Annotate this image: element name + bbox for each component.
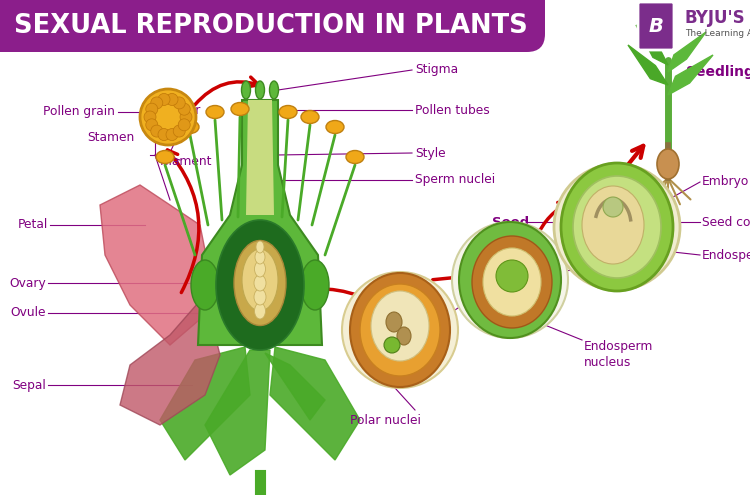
Circle shape <box>144 111 156 123</box>
Ellipse shape <box>360 284 440 376</box>
Ellipse shape <box>561 163 673 291</box>
Polygon shape <box>265 353 325 420</box>
Text: Seedling: Seedling <box>686 65 750 79</box>
Text: Embryo: Embryo <box>702 176 749 189</box>
FancyBboxPatch shape <box>0 0 545 52</box>
Ellipse shape <box>459 222 561 338</box>
Ellipse shape <box>254 275 266 291</box>
Polygon shape <box>270 347 360 460</box>
Ellipse shape <box>254 261 266 277</box>
Polygon shape <box>628 45 668 85</box>
Text: Zygote: Zygote <box>602 263 645 277</box>
Circle shape <box>342 272 458 388</box>
Circle shape <box>178 119 190 131</box>
Circle shape <box>173 125 185 137</box>
Bar <box>0 0 545 34</box>
Circle shape <box>178 103 190 115</box>
Ellipse shape <box>301 260 329 310</box>
Circle shape <box>151 97 163 109</box>
Ellipse shape <box>326 120 344 134</box>
Ellipse shape <box>582 186 644 264</box>
Ellipse shape <box>254 289 266 305</box>
Polygon shape <box>636 25 668 65</box>
Polygon shape <box>205 350 270 475</box>
Ellipse shape <box>472 236 552 328</box>
Ellipse shape <box>386 312 402 332</box>
Text: Seed: Seed <box>492 215 530 229</box>
Ellipse shape <box>256 81 265 99</box>
Text: Ovary: Ovary <box>9 277 46 290</box>
Text: SEXUAL REPRODUCTION IN PLANTS: SEXUAL REPRODUCTION IN PLANTS <box>14 13 528 39</box>
Ellipse shape <box>231 102 249 115</box>
Text: Endosperm
nucleus: Endosperm nucleus <box>584 340 653 369</box>
Bar <box>0 0 25 52</box>
Ellipse shape <box>483 248 541 316</box>
Ellipse shape <box>371 291 429 361</box>
Ellipse shape <box>301 110 319 123</box>
Circle shape <box>166 129 178 141</box>
Circle shape <box>554 164 680 290</box>
Text: Ovule: Ovule <box>10 306 46 319</box>
Text: BYJU'S: BYJU'S <box>685 9 746 27</box>
Polygon shape <box>100 185 210 345</box>
Text: Endosperm: Endosperm <box>702 248 750 261</box>
Text: Filament: Filament <box>160 155 212 168</box>
Ellipse shape <box>242 81 250 99</box>
Text: B: B <box>649 16 664 36</box>
Text: Petal: Petal <box>18 218 48 232</box>
Circle shape <box>140 89 196 145</box>
Ellipse shape <box>254 303 266 319</box>
Ellipse shape <box>269 81 278 99</box>
Text: Sepal: Sepal <box>12 379 46 392</box>
Ellipse shape <box>350 273 450 387</box>
Circle shape <box>180 111 192 123</box>
Polygon shape <box>120 295 220 425</box>
Ellipse shape <box>181 120 199 134</box>
Ellipse shape <box>397 327 411 345</box>
Text: Polar nuclei: Polar nuclei <box>350 414 421 427</box>
Circle shape <box>146 119 158 131</box>
Circle shape <box>603 197 623 217</box>
Text: Sperm nuclei: Sperm nuclei <box>415 174 495 187</box>
Ellipse shape <box>234 241 286 326</box>
Polygon shape <box>198 100 322 345</box>
Text: The Learning App: The Learning App <box>685 30 750 39</box>
Circle shape <box>151 125 163 137</box>
Text: Style: Style <box>415 147 446 159</box>
Ellipse shape <box>657 149 679 179</box>
Circle shape <box>384 337 400 353</box>
Ellipse shape <box>255 250 265 264</box>
Ellipse shape <box>156 150 174 163</box>
Text: Pollen grain: Pollen grain <box>43 105 115 118</box>
Circle shape <box>496 260 528 292</box>
Text: Seed coat: Seed coat <box>702 215 750 229</box>
Ellipse shape <box>206 105 224 118</box>
Text: Egg
nucleus: Egg nucleus <box>484 263 531 292</box>
Ellipse shape <box>191 260 219 310</box>
Circle shape <box>158 94 170 105</box>
Ellipse shape <box>346 150 364 163</box>
Polygon shape <box>668 32 706 72</box>
Circle shape <box>158 129 170 141</box>
Text: Pollen tubes: Pollen tubes <box>415 103 490 116</box>
Text: Stamen: Stamen <box>88 131 135 144</box>
Ellipse shape <box>256 241 264 253</box>
Circle shape <box>173 97 185 109</box>
Ellipse shape <box>216 220 304 350</box>
Text: Anther: Anther <box>160 104 201 117</box>
Ellipse shape <box>573 176 661 278</box>
Ellipse shape <box>242 249 278 311</box>
Polygon shape <box>668 55 713 95</box>
Circle shape <box>146 103 158 115</box>
Polygon shape <box>246 100 274 215</box>
Circle shape <box>452 222 568 338</box>
FancyBboxPatch shape <box>638 2 674 50</box>
Ellipse shape <box>279 105 297 118</box>
Circle shape <box>166 94 178 105</box>
Polygon shape <box>160 347 250 460</box>
Text: Stigma: Stigma <box>415 63 458 77</box>
